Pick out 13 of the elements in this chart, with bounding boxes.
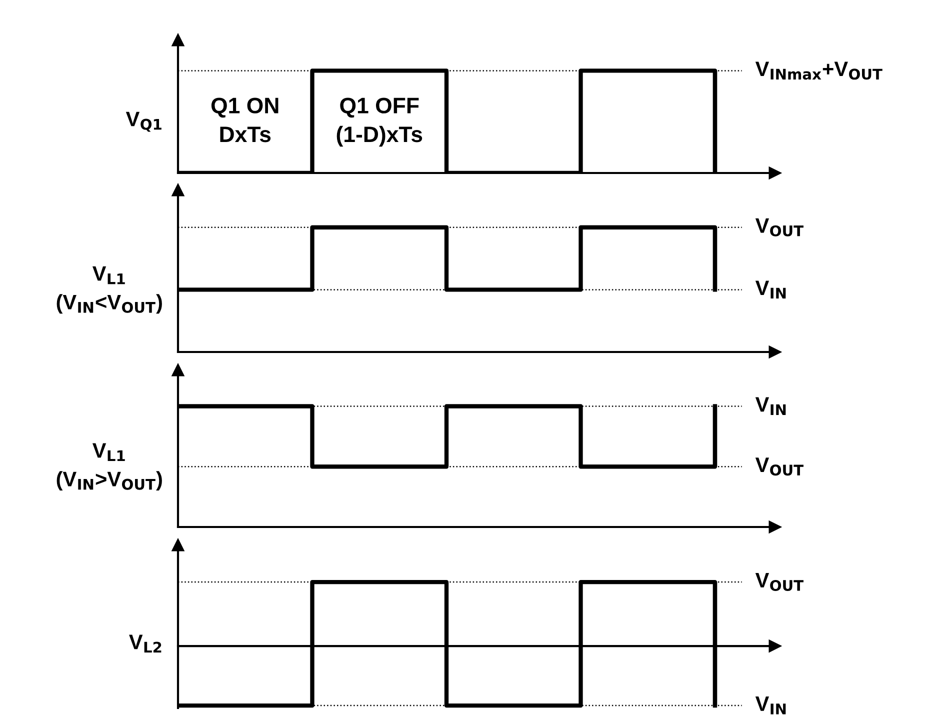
ref-line-label: V$_{OUT}$ (755, 218, 804, 236)
ref-line-label: V$_{OUT}$ (755, 573, 804, 592)
annotation: Q1 ON DxTs (211, 98, 278, 142)
ref-line-label: V$_{IN}$ (755, 280, 786, 298)
text: V$_{L1}$ (V$_{IN}$<V$_{OUT}$) (56, 266, 162, 314)
ref-line-label: V$_{IN}$ (755, 397, 786, 415)
y-axis-title: V$_{Q1}$ (126, 112, 162, 132)
text: V$_{L1}$ (V$_{IN}$>V$_{OUT}$) (56, 443, 162, 491)
ref-line-label: V$_{IN}$ (755, 696, 786, 714)
ref-line-label: V$_{OUT}$ (755, 458, 804, 476)
annotation: Q1 OFF (1-D)xTs (336, 98, 422, 147)
y-axis-title: V$_{L2}$ (129, 634, 162, 653)
ref-line-label: V$_{INmax}$+V$_{OUT}$ (755, 62, 882, 80)
